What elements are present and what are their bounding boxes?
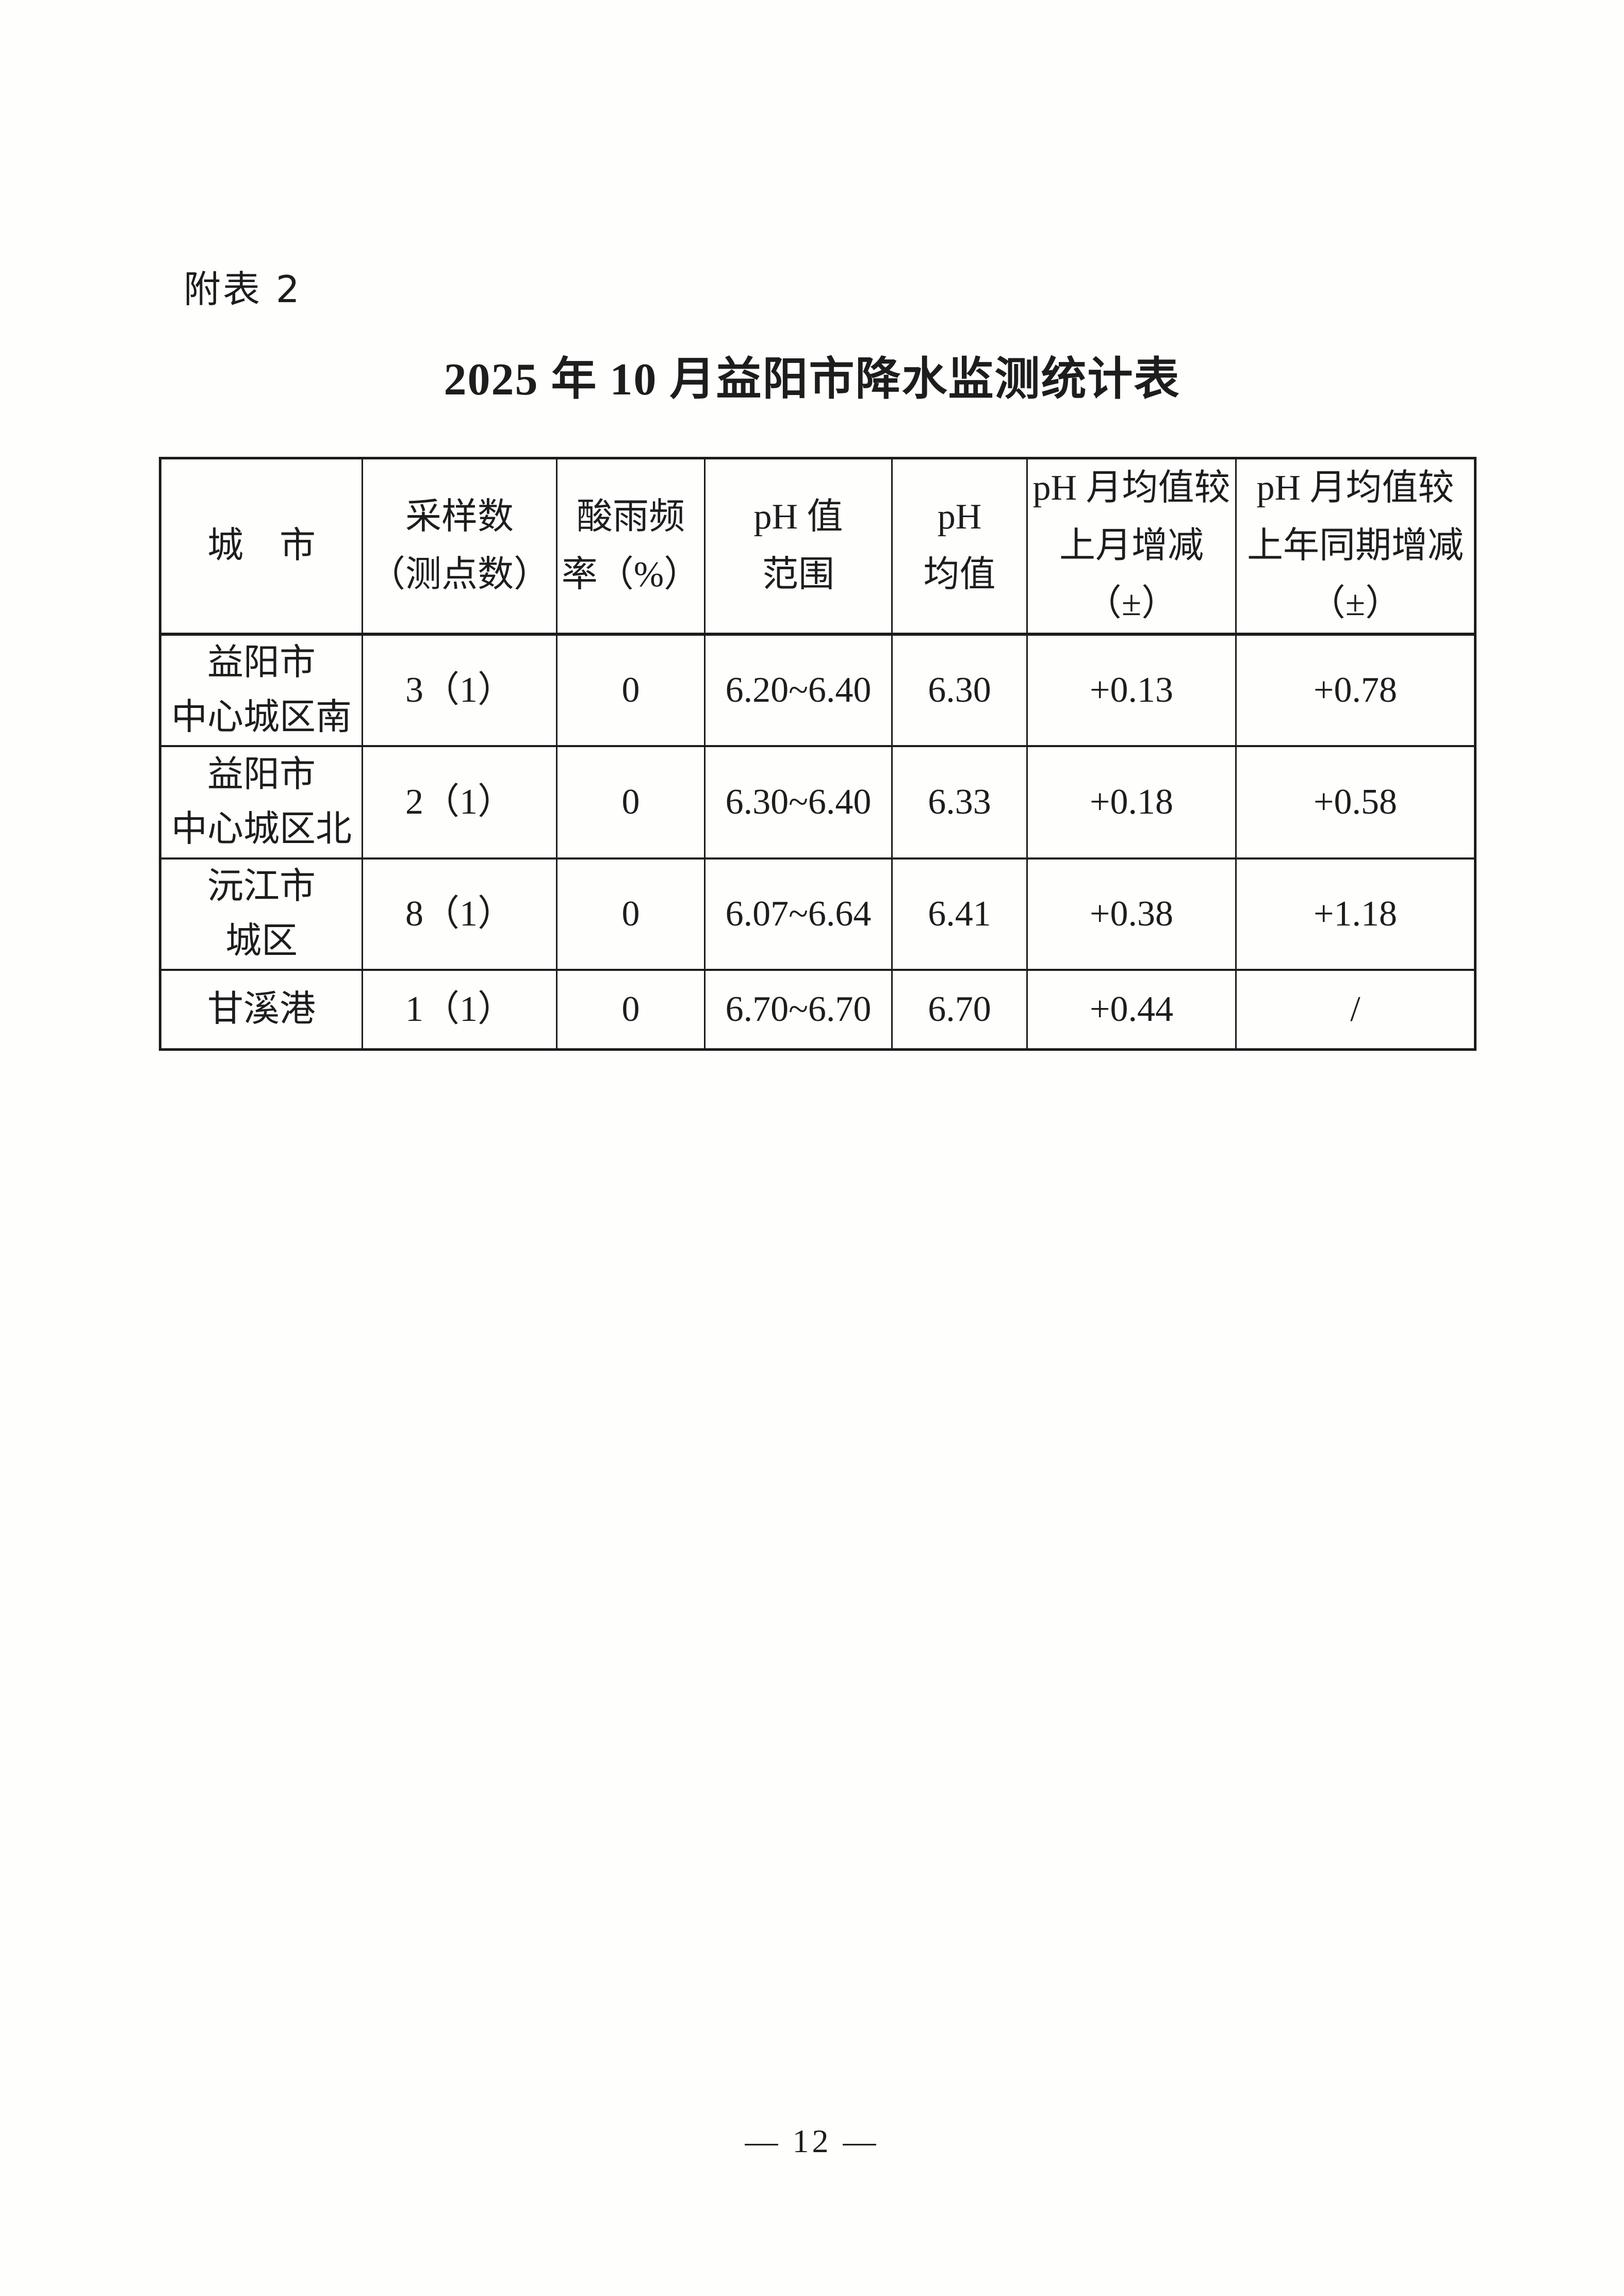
col-header-yoy-change-line1: pH 月均值较 (1256, 468, 1454, 508)
cell-city: 益阳市 中心城区南 (159, 633, 363, 747)
precipitation-stats-table: 城 市 采样数 （测点数） 酸雨频 率（%） pH 值 范围 pH 均值 pH … (159, 457, 1477, 1051)
col-header-mom-change-line3: （±） (1085, 584, 1178, 623)
col-header-ph-mean: pH 均值 (891, 457, 1028, 636)
col-header-mom-change-line2: 上月增减 (1059, 526, 1204, 566)
city-name-line1: 益阳市 (207, 643, 316, 683)
city-name-line2: 城区 (225, 921, 298, 961)
cell-city: 益阳市 中心城区北 (159, 745, 363, 860)
cell-yoy-change: +0.58 (1235, 745, 1476, 860)
col-header-yoy-change-line2: 上年同期增减 (1247, 526, 1464, 566)
cell-yoy-change: +0.78 (1235, 633, 1476, 747)
col-header-samples: 采样数 （测点数） (362, 457, 557, 636)
samples-value: 2（1） (405, 782, 514, 822)
cell-ph-mean: 6.41 (891, 857, 1028, 971)
mom-change-value: +0.13 (1090, 670, 1173, 710)
city-name-line1: 益阳市 (207, 755, 316, 795)
attachment-label: 附表 2 (184, 268, 302, 311)
cell-ph-range: 6.20~6.40 (704, 633, 893, 747)
mom-change-value: +0.38 (1090, 894, 1173, 934)
page-title: 2025 年 10 月益阳市降水监测统计表 (444, 355, 1180, 405)
col-header-ph-range-line1: pH 值 (753, 497, 843, 537)
cell-acid-rain-frequency: 0 (556, 857, 706, 971)
col-header-yoy-change: pH 月均值较 上年同期增减 （±） (1235, 457, 1476, 636)
col-header-acid-rain-line2: 率（%） (561, 555, 700, 594)
table-row-yiyang-central-north: 益阳市 中心城区北 2（1） 0 6.30~6.40 6.33 +0.18 +0… (159, 745, 1476, 860)
cell-city: 沅江市 城区 (159, 857, 363, 971)
yoy-change-value: +0.58 (1314, 782, 1397, 822)
cell-mom-change: +0.18 (1026, 745, 1237, 860)
acid-rain-frequency-value: 0 (621, 989, 640, 1029)
ph-range-value: 6.70~6.70 (725, 989, 872, 1029)
table-row-ganxigang: 甘溪港 1（1） 0 6.70~6.70 6.70 +0.44 / (159, 969, 1476, 1050)
cell-yoy-change: +1.18 (1235, 857, 1476, 971)
mom-change-value: +0.18 (1090, 782, 1173, 822)
col-header-mom-change-line1: pH 月均值较 (1032, 468, 1231, 508)
cell-samples: 8（1） (362, 857, 557, 971)
col-header-ph-mean-line1: pH (937, 497, 982, 537)
col-header-acid-rain-frequency: 酸雨频 率（%） (556, 457, 706, 636)
mom-change-value: +0.44 (1090, 989, 1173, 1029)
cell-yoy-change: / (1235, 969, 1476, 1050)
samples-value: 3（1） (405, 670, 514, 710)
cell-city: 甘溪港 (159, 969, 363, 1050)
yoy-change-value: +0.78 (1314, 670, 1397, 710)
city-name-line2: 中心城区南 (171, 698, 352, 737)
cell-ph-mean: 6.33 (891, 745, 1028, 860)
page-number: — 12 — (745, 2123, 879, 2159)
col-header-ph-range: pH 值 范围 (704, 457, 893, 636)
city-name-line1: 甘溪港 (207, 989, 316, 1029)
col-header-yoy-change-line3: （±） (1309, 584, 1402, 623)
cell-ph-range: 6.30~6.40 (704, 745, 893, 860)
col-header-ph-mean-line2: 均值 (923, 555, 996, 594)
ph-mean-value: 6.33 (928, 782, 991, 822)
table-row-yuanjiang-urban: 沅江市 城区 8（1） 0 6.07~6.64 6.41 +0.38 +1.18 (159, 857, 1476, 971)
ph-mean-value: 6.30 (928, 670, 991, 710)
cell-ph-range: 6.07~6.64 (704, 857, 893, 971)
cell-ph-mean: 6.70 (891, 969, 1028, 1050)
cell-mom-change: +0.44 (1026, 969, 1237, 1050)
ph-mean-value: 6.70 (928, 989, 991, 1029)
cell-acid-rain-frequency: 0 (556, 969, 706, 1050)
acid-rain-frequency-value: 0 (621, 670, 640, 710)
cell-samples: 2（1） (362, 745, 557, 860)
col-header-city: 城 市 (159, 457, 363, 636)
col-header-samples-line1: 采样数 (405, 497, 514, 537)
table-header-row: 城 市 采样数 （测点数） 酸雨频 率（%） pH 值 范围 pH 均值 pH … (159, 457, 1476, 636)
samples-value: 1（1） (405, 989, 514, 1029)
col-header-mom-change: pH 月均值较 上月增减 （±） (1026, 457, 1237, 636)
ph-range-value: 6.30~6.40 (725, 782, 872, 822)
cell-mom-change: +0.38 (1026, 857, 1237, 971)
cell-ph-mean: 6.30 (891, 633, 1028, 747)
yoy-change-value: / (1350, 989, 1360, 1029)
city-name-line1: 沅江市 (207, 867, 316, 906)
city-name-line2: 中心城区北 (171, 810, 352, 849)
ph-mean-value: 6.41 (928, 894, 991, 934)
col-header-acid-rain-line1: 酸雨频 (577, 497, 685, 537)
table-row-yiyang-central-south: 益阳市 中心城区南 3（1） 0 6.20~6.40 6.30 +0.13 +0… (159, 633, 1476, 747)
acid-rain-frequency-value: 0 (621, 782, 640, 822)
cell-ph-range: 6.70~6.70 (704, 969, 893, 1050)
samples-value: 8（1） (405, 894, 514, 934)
col-header-samples-line2: （测点数） (369, 555, 550, 594)
ph-range-value: 6.07~6.64 (725, 894, 872, 934)
cell-mom-change: +0.13 (1026, 633, 1237, 747)
ph-range-value: 6.20~6.40 (725, 670, 872, 710)
yoy-change-value: +1.18 (1314, 894, 1397, 934)
cell-acid-rain-frequency: 0 (556, 633, 706, 747)
col-header-city-label: 城 市 (207, 526, 316, 566)
col-header-ph-range-line2: 范围 (762, 555, 834, 594)
acid-rain-frequency-value: 0 (621, 894, 640, 934)
cell-samples: 1（1） (362, 969, 557, 1050)
cell-samples: 3（1） (362, 633, 557, 747)
cell-acid-rain-frequency: 0 (556, 745, 706, 860)
